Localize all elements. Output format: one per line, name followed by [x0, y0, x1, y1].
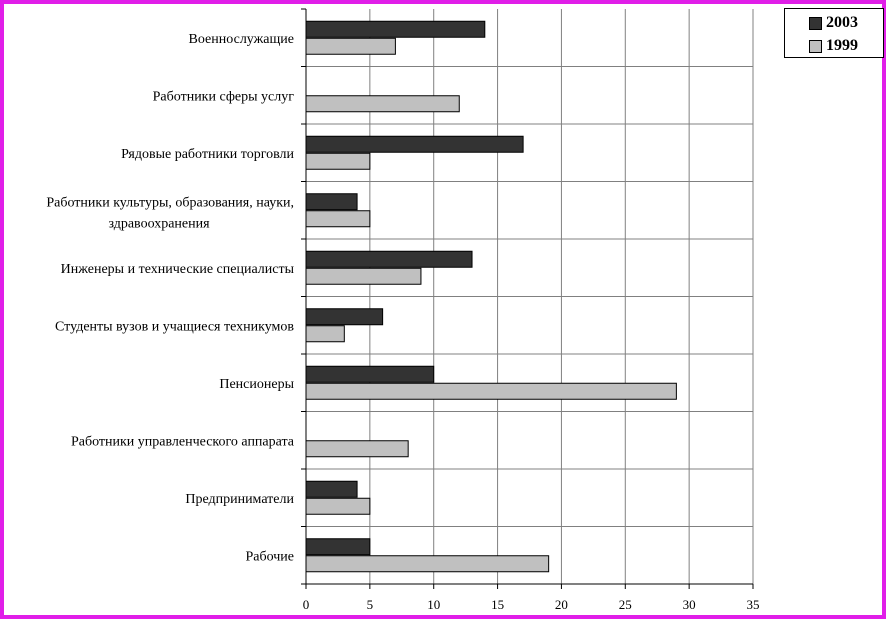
category-label-0: Военнослужащие: [189, 32, 294, 47]
bar-2003-8: [305, 480, 358, 498]
bar-1999-5: [305, 325, 345, 343]
legend-label-2003: 2003: [826, 14, 858, 31]
bar-2003-6: [305, 365, 435, 383]
bar-1999-8: [305, 497, 371, 515]
bar-1999-1: [305, 95, 460, 113]
bar-2003-3: [305, 193, 358, 211]
bar-1999-9: [305, 555, 550, 573]
bar-1999-0: [305, 37, 396, 55]
bar-2003-4: [305, 250, 473, 268]
x-tick-label-10: 10: [427, 597, 440, 612]
x-tick-label-15: 15: [491, 597, 504, 612]
category-label-9: Рабочие: [245, 549, 294, 564]
legend-label-1999: 1999: [826, 37, 858, 54]
bar-1999-6: [305, 382, 677, 400]
legend-swatch-2003: [809, 16, 822, 30]
bar-1999-4: [305, 267, 422, 285]
category-label-8: Предприниматели: [185, 492, 294, 507]
x-tick-label-0: 0: [303, 597, 310, 612]
bar-1999-3: [305, 210, 371, 228]
bar-2003-2: [305, 135, 524, 153]
bar-2003-0: [305, 20, 486, 38]
legend: 2003 1999: [784, 8, 884, 58]
category-label-6: Пенсионеры: [219, 377, 294, 392]
category-label-1: Работники сферы услуг: [153, 89, 295, 104]
category-label-4: Инженеры и технические специалисты: [61, 262, 295, 277]
category-label-5: Студенты вузов и учащиеся техникумов: [55, 319, 294, 334]
x-tick-label-5: 5: [367, 597, 374, 612]
legend-item-2003: 2003: [809, 12, 858, 34]
category-label-3: Работники культуры, образования, науки, з…: [46, 195, 294, 231]
bar-2003-5: [305, 308, 384, 326]
category-label-2: Рядовые работники торговли: [121, 147, 294, 162]
bar-chart: 0 5 10 15 20 25 30 35 Военнослужащие Работники сф…: [46, 8, 760, 612]
bar-2003-9: [305, 538, 371, 556]
x-tick-label-20: 20: [555, 597, 568, 612]
category-label-7: Работники управленческого аппарата: [71, 434, 295, 449]
x-tick-label-30: 30: [683, 597, 696, 612]
x-tick-label-35: 35: [747, 597, 760, 612]
legend-item-1999: 1999: [809, 35, 858, 57]
bar-1999-2: [305, 152, 371, 170]
bar-1999-7: [305, 440, 409, 458]
legend-swatch-1999: [809, 39, 822, 53]
x-tick-label-25: 25: [619, 597, 632, 612]
